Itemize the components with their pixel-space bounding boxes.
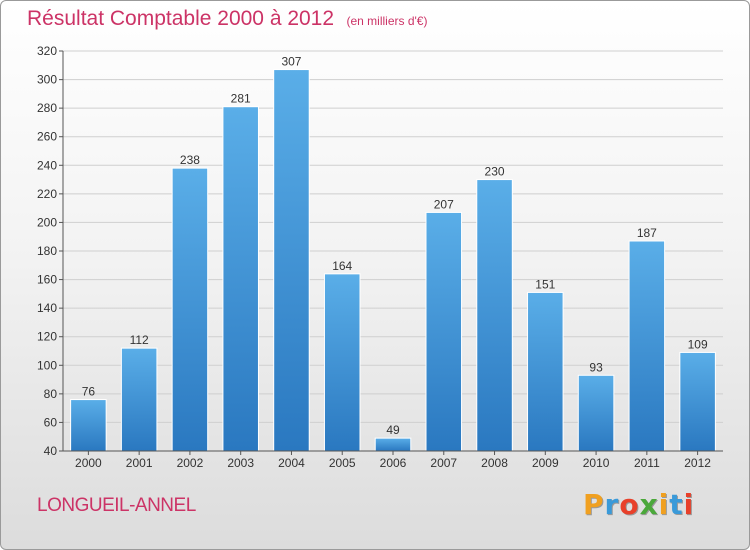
y-tick-label: 240 <box>37 158 57 172</box>
y-tick-label: 180 <box>37 244 57 258</box>
bar-value-label: 109 <box>688 337 708 351</box>
logo-letter: P <box>583 488 605 521</box>
bar-value-label: 93 <box>589 360 603 374</box>
bar <box>679 351 716 452</box>
bar <box>425 211 463 452</box>
y-tick-label: 220 <box>37 187 57 201</box>
y-tick-label: 40 <box>44 444 58 458</box>
bar-value-label: 238 <box>180 153 200 167</box>
logo-letter: t <box>669 488 684 521</box>
x-tick-label: 2011 <box>634 456 660 470</box>
y-tick-label: 80 <box>44 387 58 401</box>
chart-title-main: Résultat Comptable 2000 à 2012 <box>27 7 335 30</box>
bar-value-label: 151 <box>535 277 555 291</box>
y-tick-label: 120 <box>37 330 57 344</box>
bar-value-label: 207 <box>434 197 454 211</box>
bar <box>374 437 412 452</box>
y-tick-label: 320 <box>37 44 57 58</box>
bar-value-label: 76 <box>82 385 96 399</box>
bar <box>476 179 513 452</box>
town-name: LONGUEIL-ANNEL <box>37 495 196 516</box>
y-tick-label: 140 <box>37 301 57 315</box>
bar-value-label: 112 <box>130 333 149 347</box>
logo-letter: x <box>639 488 659 521</box>
x-tick-label: 2010 <box>583 456 610 470</box>
logo-letter: i <box>683 488 695 521</box>
bar-value-label: 307 <box>281 55 301 69</box>
logo-letter: o <box>619 488 640 521</box>
y-tick-label: 260 <box>37 130 57 144</box>
axis-layer: 40 60 80 100 120 140 160 180 200 220 240 260 280 300 3… <box>37 44 723 470</box>
bar <box>273 69 310 452</box>
y-tick-label: 60 <box>44 415 58 429</box>
bar-value-label: 230 <box>485 165 505 179</box>
y-tick-label: 100 <box>37 358 57 372</box>
bar-value-label: 281 <box>231 92 251 106</box>
x-tick-label: 2005 <box>329 456 356 470</box>
bar-value-label: 187 <box>637 226 657 240</box>
bar <box>70 399 107 452</box>
x-tick-label: 2000 <box>75 456 102 470</box>
x-tick-label: 2001 <box>126 456 153 470</box>
bar <box>171 167 209 452</box>
y-tick-label: 280 <box>37 101 57 115</box>
x-tick-label: 2004 <box>278 456 305 470</box>
x-tick-label: 2006 <box>380 456 407 470</box>
logo-letter: r <box>604 488 620 521</box>
bar <box>222 106 259 452</box>
x-tick-label: 2009 <box>532 456 559 470</box>
bar-value-label: 164 <box>332 259 352 273</box>
bar-layer: 76 112 238 281 307 164 49 207 230 151 93 187 109 <box>70 55 716 452</box>
grid-layer <box>63 50 723 452</box>
x-tick-label: 2012 <box>684 456 711 470</box>
logo-letter: i <box>658 488 670 521</box>
chart-title: Résultat Comptable 2000 à 2012 (en milli… <box>27 7 427 31</box>
bar <box>628 240 666 452</box>
bar-value-label: 49 <box>386 423 400 437</box>
chart-title-unit: (en milliers d'€) <box>346 14 428 28</box>
bar <box>577 374 615 452</box>
x-tick-label: 2002 <box>177 456 204 470</box>
y-tick-label: 300 <box>37 73 57 87</box>
x-tick-label: 2008 <box>481 456 508 470</box>
x-tick-label: 2007 <box>430 456 457 470</box>
proxiti-logo[interactable]: Proxiti <box>583 488 694 521</box>
y-tick-label: 200 <box>37 215 57 229</box>
bar <box>527 291 564 452</box>
bar <box>323 273 361 452</box>
bar <box>120 347 158 452</box>
y-tick-label: 160 <box>37 273 57 287</box>
x-tick-label: 2003 <box>227 456 254 470</box>
